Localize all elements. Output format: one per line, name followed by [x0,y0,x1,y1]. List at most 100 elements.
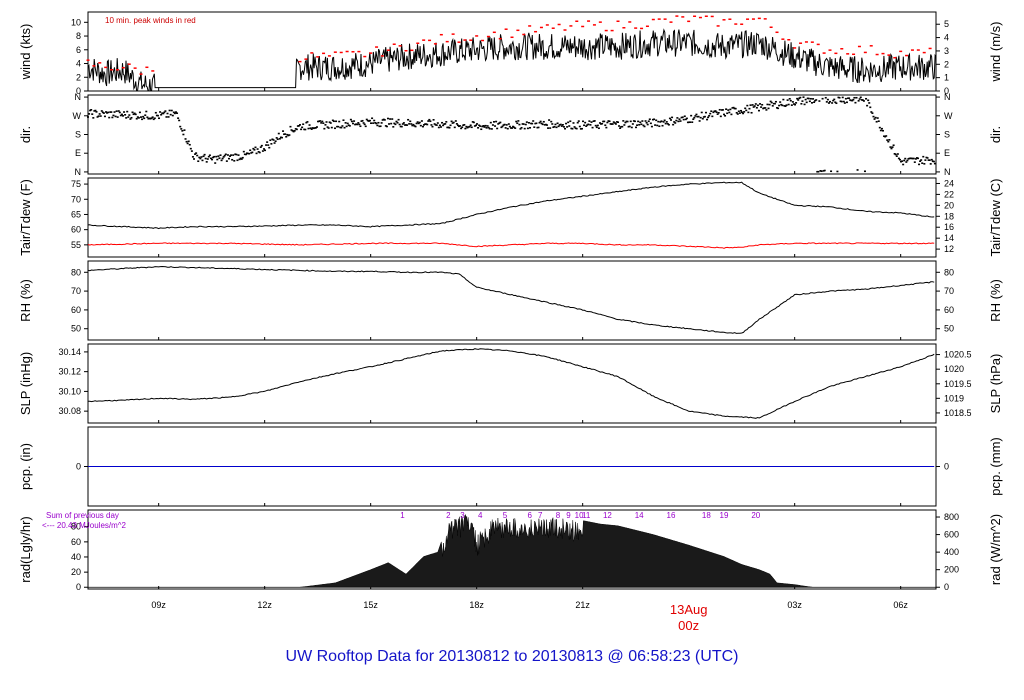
dir-point [136,116,139,118]
dir-point [614,123,617,125]
dir-point [145,110,148,113]
dir-point [931,160,934,163]
dir-point [456,124,459,127]
dir-point [129,118,132,120]
dir-point [252,147,255,150]
dir-left-tick-label-3: W [73,111,82,121]
dir-point [619,127,622,129]
temp-series-1 [87,242,935,249]
dir-point [695,113,698,116]
dir-point [551,123,554,125]
dir-point [745,109,748,112]
dir-point [163,111,166,114]
wind-left-tick-label-3: 6 [76,45,81,55]
dir-point [873,118,876,120]
dir-point [683,115,686,118]
dir-point [467,126,470,128]
dir-point [270,143,273,145]
dir-point [814,99,817,102]
dir-point [620,126,623,128]
dir-point [341,125,344,127]
dir-left-tick-label-0: N [75,167,82,177]
dir-point [237,154,240,156]
dir-point [741,111,744,114]
dir-point [516,122,519,125]
dir-point [890,147,893,150]
wind-series-line [87,28,937,92]
dir-point [317,120,320,123]
dir-point [275,137,278,139]
dir-point [384,125,387,127]
dir-point [826,98,829,101]
dir-point [753,105,756,107]
dir-point [195,152,198,154]
dir-point [768,103,771,106]
dir-point [591,126,594,129]
dir-point [721,109,724,111]
dir-point [905,161,908,163]
dir-point [132,113,135,116]
dir-point [602,120,605,123]
dir-point [574,127,577,130]
dir-point [701,117,704,120]
dir-point [641,120,644,122]
dir-point [169,113,172,116]
dir-point [668,117,671,120]
dir-point [819,170,822,172]
dir-point [855,96,858,99]
dir-point [646,123,649,126]
dir-point [730,113,733,116]
dir-point [265,144,268,146]
dir-point [832,99,835,102]
dir-point [371,117,374,120]
dir-point [597,127,600,130]
dir-point [665,121,668,123]
dir-point [724,114,727,117]
dir-point [764,107,767,109]
dir-point [774,100,777,103]
dir-point [674,122,677,124]
dir-point [801,100,804,102]
dir-point [754,103,757,105]
dir-point [859,96,862,99]
dir-point [588,120,591,122]
dir-point [830,170,833,173]
dir-point [673,121,676,123]
dir-point [629,120,632,123]
dir-point [834,101,837,104]
dir-point [883,135,886,138]
dir-point [649,122,652,125]
dir-point [548,119,551,121]
dir-point [511,127,513,129]
dir-point [490,128,493,130]
dir-point [465,125,468,128]
dir-point [324,124,327,126]
dir-point [271,138,274,141]
dir-point [666,123,669,125]
dir-point [568,125,571,127]
dir-point [553,125,556,128]
dir-point [482,125,485,127]
dir-point [415,122,418,125]
dir-point [595,126,598,129]
dir-point [109,111,112,113]
dir-point [402,122,405,124]
dir-point [659,121,662,123]
rad-ylabel-right: rad (W/m^2) [988,514,1003,585]
dir-point [765,109,768,111]
dir-point [538,121,541,124]
dir-point [577,120,580,122]
dir-point [700,111,703,114]
panel-pcp: 0 0 pcp. (in) pcp. (mm) [18,426,1003,507]
rad-hour-label-6: 7 [538,511,543,520]
rh-frame [87,260,937,341]
dir-point [913,161,916,163]
dir-point [795,102,798,104]
dir-point [608,120,611,123]
dir-point [686,121,689,124]
dir-point [373,119,376,122]
slp-right-tick-label-3: 1020 [944,364,964,374]
dir-point [539,120,542,123]
dir-point [566,126,569,128]
dir-point [476,123,479,125]
